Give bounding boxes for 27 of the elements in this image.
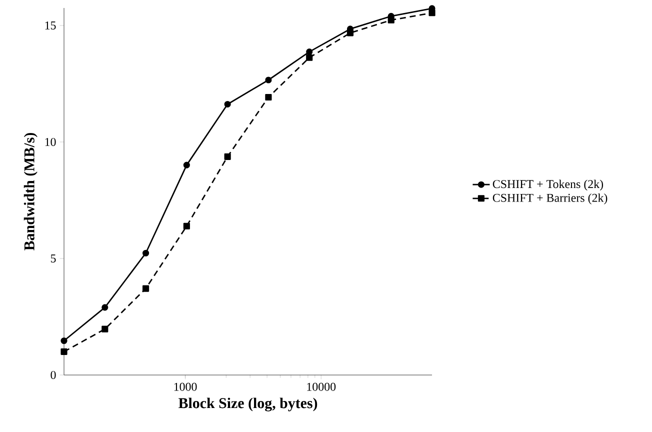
point [428,10,436,16]
legend-label: CSHIFT + Tokens (2k) [492,180,604,191]
x-tick-label: 10000 [307,382,336,391]
point [102,326,108,332]
point [388,16,394,24]
legend-label: CSHIFT + Barriers (2k) [492,193,608,204]
point [265,76,272,84]
x-tick-label: 1000 [174,382,197,391]
point [265,94,272,101]
point [224,100,231,108]
point [60,348,68,355]
x-axis-title: Block Size (log, bytes) [178,398,318,412]
y-tick-label: 10 [45,138,56,146]
point [60,337,68,344]
point [183,162,190,168]
point [306,48,313,56]
point [306,54,313,61]
y-tick-label: 0 [50,370,56,380]
y-axis-title: Bandwidth (MB/s) [24,133,38,250]
point [183,222,190,230]
point [142,285,150,292]
point [142,250,150,256]
point [224,153,231,160]
y-tick-label: 5 [50,254,56,262]
point [102,304,108,311]
point [346,30,354,36]
y-tick-label: 15 [45,21,56,30]
